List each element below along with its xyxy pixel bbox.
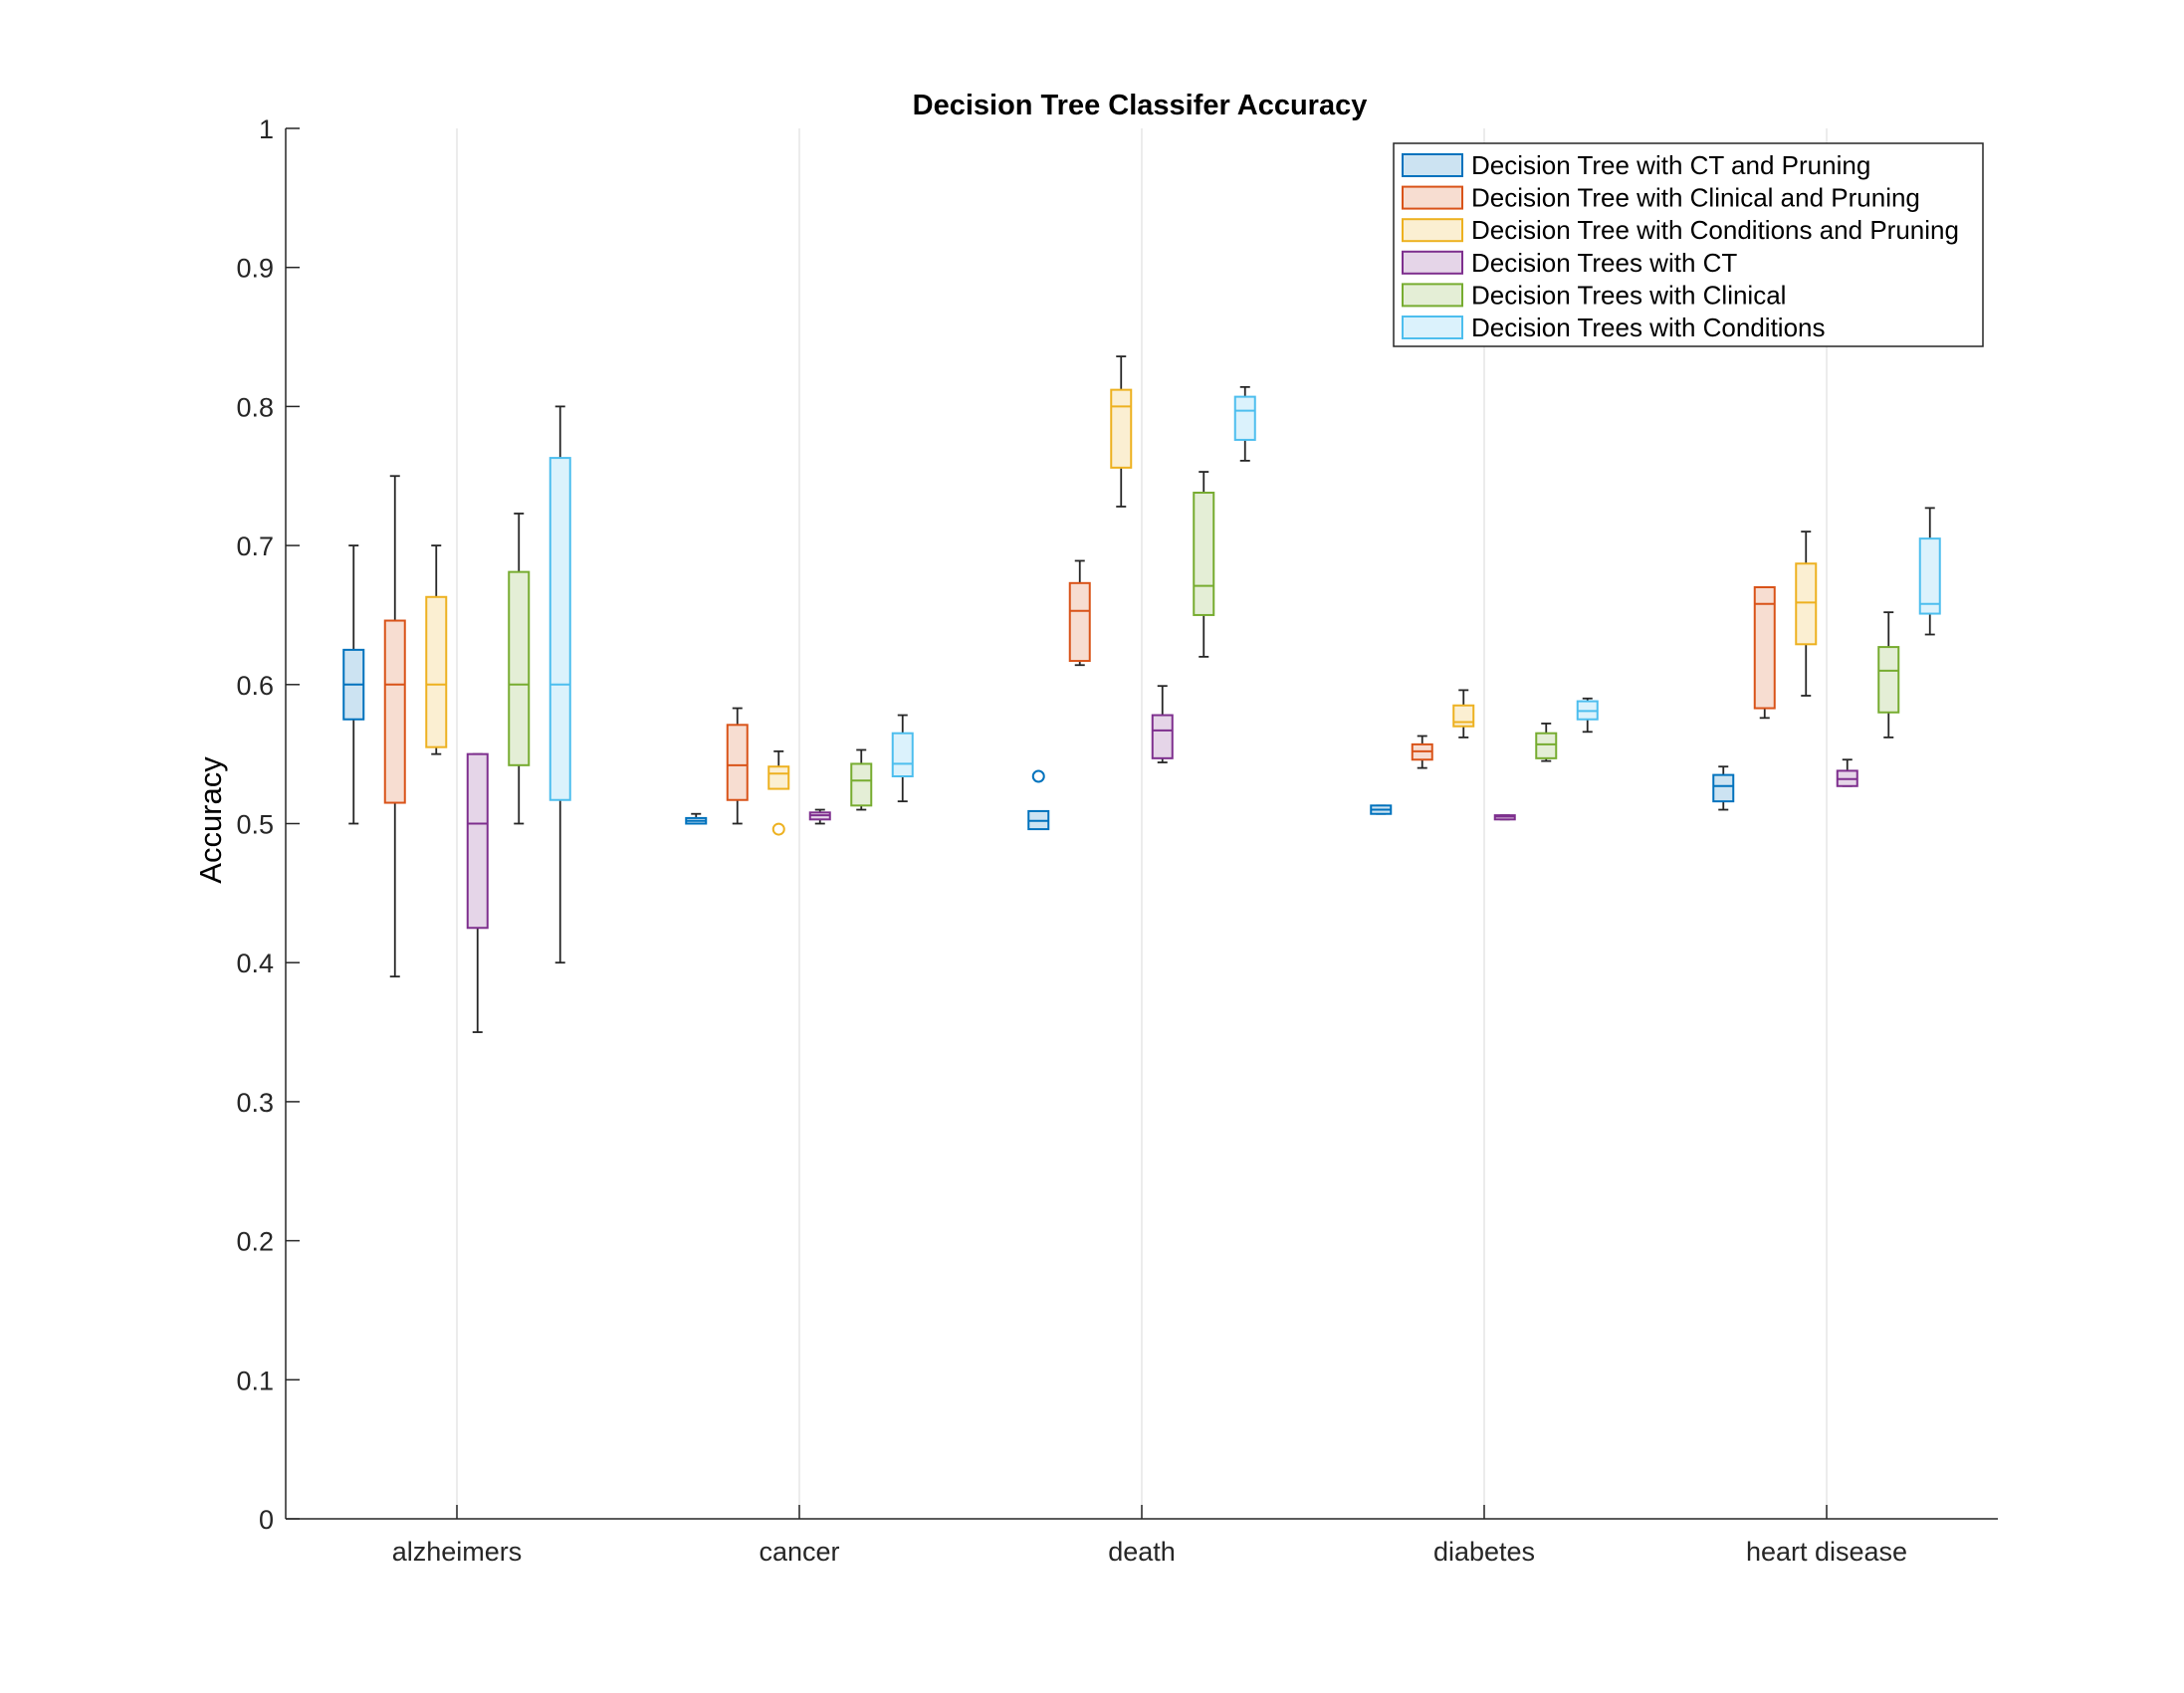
series-group	[383, 475, 1776, 978]
box	[1753, 586, 1776, 710]
grid-layer	[456, 128, 1828, 1519]
legend-swatch	[1402, 218, 1463, 243]
series-group	[466, 685, 1858, 1033]
chart-title: Decision Tree Classifer Accuracy	[913, 90, 1368, 121]
legend-label: Decision Tree with Conditions and Prunin…	[1471, 215, 1959, 245]
series-group	[425, 355, 1818, 836]
box	[726, 724, 749, 801]
y-axis-label: Accuracy	[193, 756, 228, 884]
boxes-layer	[342, 355, 1941, 1033]
box	[1452, 704, 1475, 728]
box	[891, 732, 914, 778]
box	[383, 619, 406, 804]
x-tick-label: diabetes	[1433, 1537, 1535, 1567]
legend-box	[1393, 142, 1984, 347]
x-tick-label: cancer	[759, 1537, 839, 1567]
y-tick-label: 0.9	[236, 254, 274, 284]
box	[1068, 581, 1091, 663]
box	[767, 765, 790, 790]
y-tick-label: 0	[259, 1505, 274, 1535]
y-tick-label: 0.8	[236, 392, 274, 422]
outlier-point	[1031, 769, 1045, 783]
legend-swatch	[1402, 283, 1463, 308]
box	[1877, 646, 1900, 714]
box	[1151, 714, 1174, 759]
y-tick-label: 0.2	[236, 1227, 274, 1257]
box	[1233, 395, 1256, 441]
box	[1712, 773, 1735, 803]
legend: Decision Tree with CT and PruningDecisio…	[1393, 142, 1984, 347]
legend-label: Decision Tree with CT and Pruning	[1471, 150, 1870, 180]
y-tick-label: 0.3	[236, 1088, 274, 1118]
series-group	[548, 385, 1941, 964]
box	[1918, 537, 1941, 615]
x-tick-label: alzheimers	[392, 1537, 523, 1567]
x-tick-label: heart disease	[1746, 1537, 1907, 1567]
box	[1795, 562, 1818, 646]
legend-swatch	[1402, 185, 1463, 210]
y-tick-label: 0.1	[236, 1366, 274, 1395]
box	[1193, 492, 1215, 616]
series-group	[342, 544, 1735, 831]
legend-label: Decision Tree with Clinical and Pruning	[1471, 183, 1920, 213]
series-group	[508, 471, 1900, 825]
box	[466, 752, 489, 930]
y-tick-label: 0.7	[236, 531, 274, 561]
y-tick-label: 0.4	[236, 949, 274, 978]
x-tick-label: death	[1108, 1537, 1176, 1567]
legend-label: Decision Trees with Conditions	[1471, 313, 1826, 342]
y-tick-label: 1	[259, 114, 274, 144]
y-tick-label: 0.5	[236, 810, 274, 840]
legend-swatch	[1402, 250, 1463, 275]
axes-layer: 0 0.1 0.2 0.3 0.4 0.5 0.6 0.7 0.8 0.9 1 alzheimers c…	[236, 114, 1998, 1567]
legend-swatch	[1402, 316, 1463, 339]
outlier-point	[771, 822, 785, 836]
legend-swatch	[1402, 153, 1463, 177]
y-tick-label: 0.6	[236, 671, 274, 701]
legend-label: Decision Trees with CT	[1471, 248, 1737, 278]
box	[1110, 388, 1133, 469]
box	[425, 595, 448, 748]
legend-label: Decision Trees with Clinical	[1471, 280, 1786, 310]
box	[548, 457, 571, 801]
box	[1535, 732, 1558, 759]
box	[850, 762, 873, 807]
box	[508, 570, 531, 766]
